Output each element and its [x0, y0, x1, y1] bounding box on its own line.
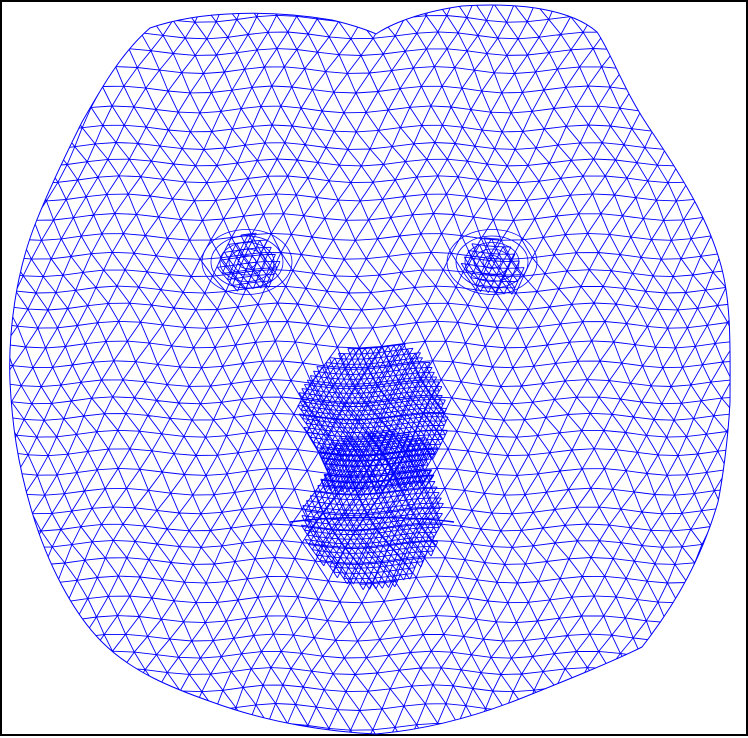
eye-ring	[210, 235, 284, 289]
eye-ring	[237, 255, 257, 269]
eye-ring	[455, 235, 529, 289]
eye-ring	[473, 248, 511, 276]
eye-ring	[464, 242, 520, 282]
eye-ring	[219, 242, 275, 282]
eye-ring	[482, 255, 502, 269]
eye-ring	[446, 229, 538, 295]
eye-ring	[228, 248, 266, 276]
eye-ring	[201, 229, 293, 295]
mouth-line	[289, 516, 455, 523]
